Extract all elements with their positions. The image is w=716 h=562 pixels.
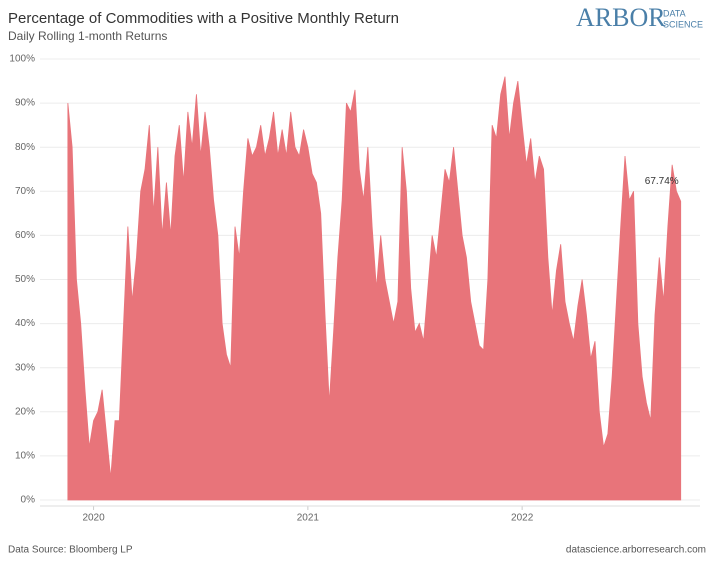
website: datascience.arborresearch.com — [566, 545, 706, 556]
y-tick-label: 100% — [9, 54, 35, 65]
logo-line: DATA — [663, 8, 686, 18]
y-tick-label: 40% — [15, 318, 35, 329]
x-tick-label: 2020 — [82, 513, 105, 524]
chart-title: Percentage of Commodities with a Positiv… — [8, 10, 399, 27]
y-tick-label: 90% — [15, 98, 35, 109]
y-tick-label: 50% — [15, 274, 35, 285]
y-tick-label: 10% — [15, 451, 35, 462]
y-tick-label: 70% — [15, 186, 35, 197]
y-tick-label: 0% — [21, 495, 36, 506]
y-tick-label: 80% — [15, 142, 35, 153]
y-tick-label: 30% — [15, 362, 35, 373]
logo-name: ARBOR — [576, 3, 666, 32]
source: Data Source: Bloomberg LP — [8, 545, 133, 556]
area — [67, 76, 682, 501]
y-tick-label: 20% — [15, 406, 35, 417]
logo-line: SCIENCE — [663, 19, 703, 29]
x-tick-label: 2021 — [297, 513, 320, 524]
x-tick-label: 2022 — [511, 513, 534, 524]
y-tick-label: 60% — [15, 230, 35, 241]
annotation: 67.74% — [645, 176, 679, 187]
chart-subtitle: Daily Rolling 1-month Returns — [8, 29, 167, 43]
